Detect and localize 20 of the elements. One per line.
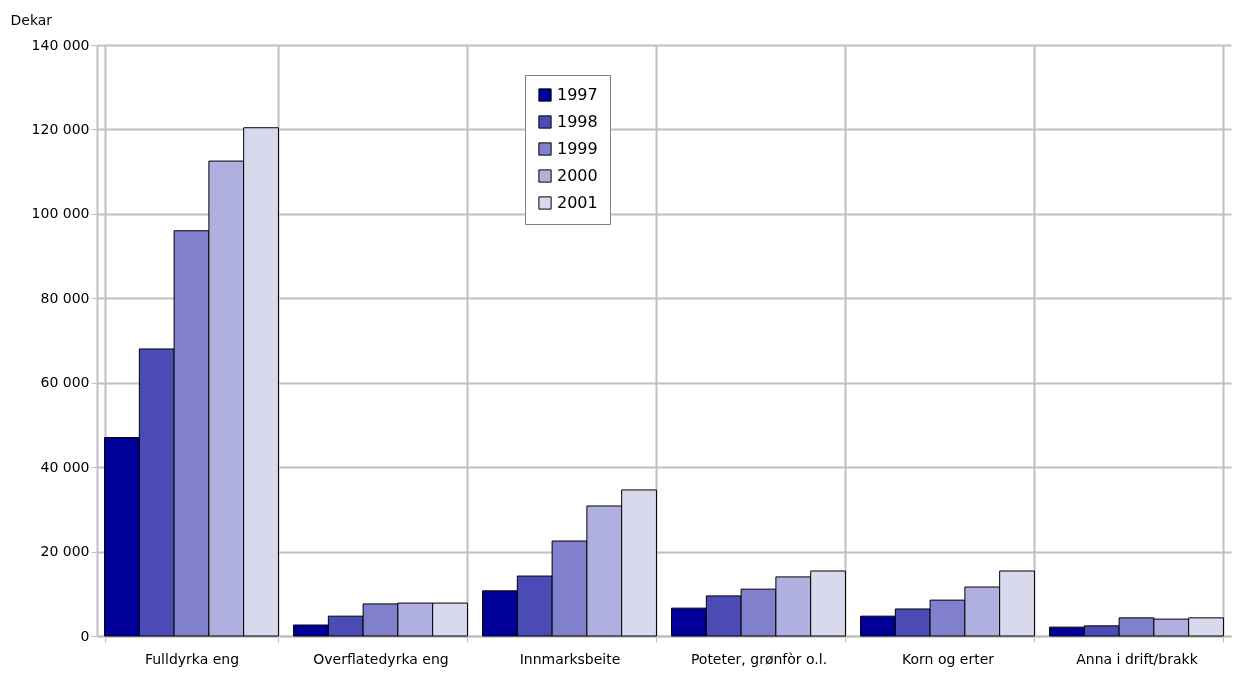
x-tick-label: Anna i drift/brakk [1076, 650, 1199, 667]
y-tick-label: 120 000 [31, 120, 90, 137]
x-tick-label: Korn og erter [901, 650, 995, 667]
y-tick-label: 40 000 [40, 458, 90, 475]
y-tick-label: 0 [80, 627, 90, 644]
y-tick-label: 140 000 [31, 36, 90, 53]
x-tick-label: Innmarksbeite [519, 650, 621, 667]
y-tick-label: 20 000 [40, 543, 90, 560]
x-tick-label: Fulldyrka eng [144, 650, 240, 667]
legend-label: 2000 [557, 166, 598, 185]
y-tick-label: 100 000 [31, 205, 90, 222]
x-tick-label: Overflatedyrka eng [313, 650, 449, 667]
y-tick-label: 80 000 [40, 289, 90, 306]
x-tick-label: Poteter, grønfòr o.l. [690, 650, 828, 667]
legend-label: 1997 [557, 85, 598, 104]
legend-label: 2001 [557, 193, 598, 212]
y-axis-title: Dekar [10, 11, 53, 28]
y-tick-label: 60 000 [40, 374, 90, 391]
legend-label: 1998 [557, 112, 598, 131]
legend-label: 1999 [557, 139, 598, 158]
